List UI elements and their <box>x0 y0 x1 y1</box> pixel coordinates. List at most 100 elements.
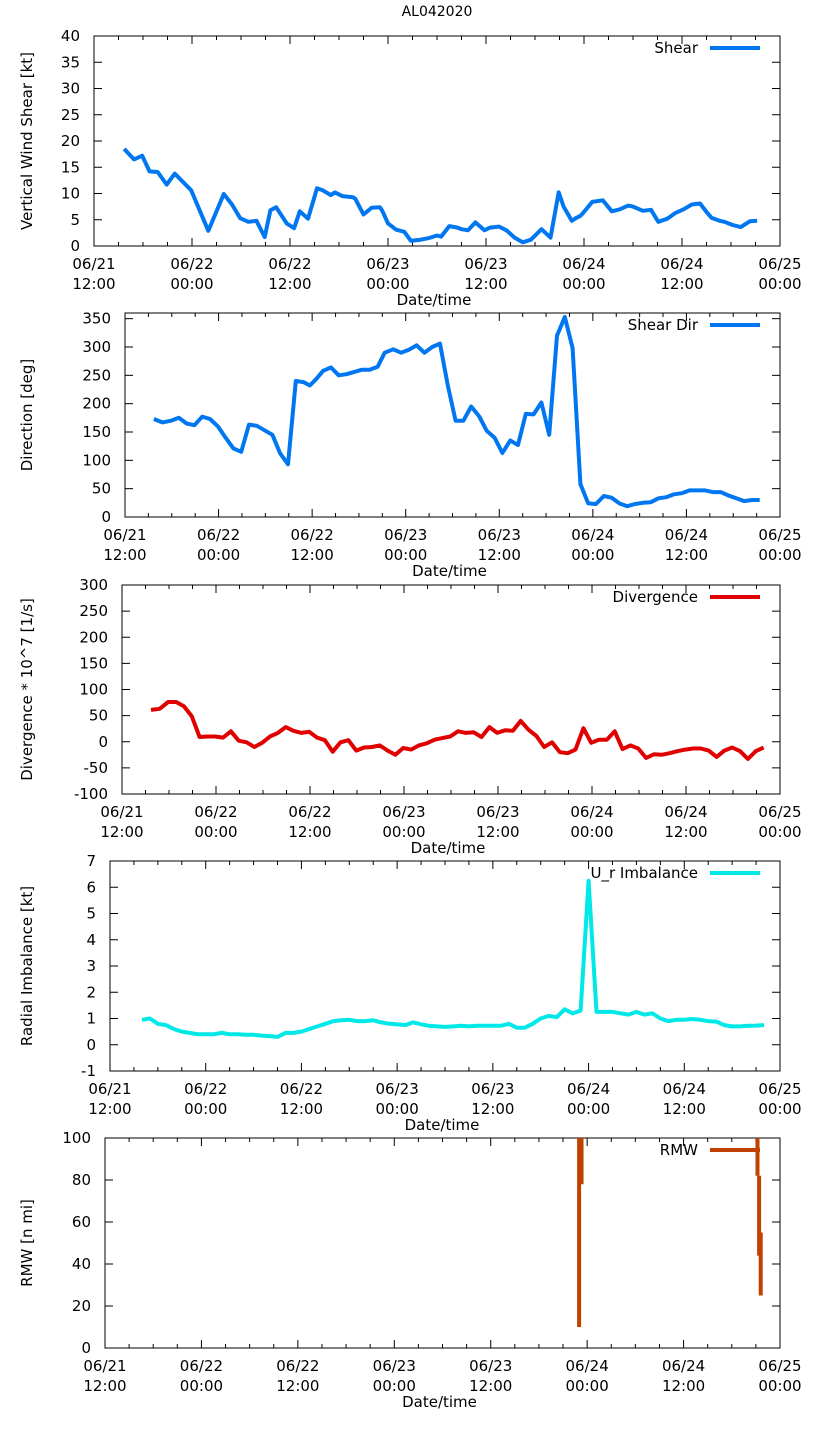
chart-panel-shear: 0 5 10 15 20 25 30 35 40 06/21 12:00 06/22 00:00 06/2… <box>18 27 802 309</box>
x-tick-label-time: 00:00 <box>758 1100 801 1118</box>
x-tick-label-date: 06/25 <box>758 526 801 544</box>
x-tick-label-time: 00:00 <box>758 1377 801 1395</box>
y-tick-label: 300 <box>79 576 108 594</box>
x-tick-label-date: 06/22 <box>197 526 240 544</box>
figure-title: AL042020 <box>402 4 473 20</box>
y-tick-label: 15 <box>61 158 80 176</box>
x-axis-label: Date/time <box>397 291 472 309</box>
x-tick-label-time: 12:00 <box>663 1100 706 1118</box>
x-tick-label-date: 06/24 <box>570 803 613 821</box>
y-tick-label: 50 <box>89 707 108 725</box>
x-tick-label-time: 00:00 <box>180 1377 223 1395</box>
x-tick-label-date: 06/24 <box>660 255 703 273</box>
x-tick-label-date: 06/23 <box>471 1080 514 1098</box>
y-tick-label: 7 <box>86 852 96 870</box>
x-tick-label-time: 00:00 <box>562 275 605 293</box>
x-tick-label-time: 00:00 <box>758 275 801 293</box>
x-tick-label-date: 06/25 <box>758 803 801 821</box>
x-tick-label-date: 06/24 <box>662 1357 705 1375</box>
x-tick-label-time: 00:00 <box>566 1377 609 1395</box>
x-tick-label-time: 12:00 <box>276 1377 319 1395</box>
y-tick-label: 300 <box>82 338 111 356</box>
y-tick-label: 100 <box>62 1129 91 1147</box>
x-tick-label-time: 12:00 <box>291 546 334 564</box>
series-line <box>141 878 765 1039</box>
x-tick-label-date: 06/22 <box>268 255 311 273</box>
x-tick-label-date: 06/23 <box>373 1357 416 1375</box>
x-tick-label-date: 06/21 <box>83 1357 126 1375</box>
y-tick-label: 4 <box>86 931 96 949</box>
x-tick-label-date: 06/24 <box>562 255 605 273</box>
x-tick-label-time: 12:00 <box>88 1100 131 1118</box>
plot-frame <box>109 860 781 1072</box>
x-tick-label-date: 06/25 <box>758 1357 801 1375</box>
y-axis-label: Divergence * 10^7 [1/s] <box>18 598 36 781</box>
x-tick-label-time: 12:00 <box>660 275 703 293</box>
x-tick-label-time: 00:00 <box>567 1100 610 1118</box>
y-tick-label: 150 <box>82 423 111 441</box>
y-tick-label: 3 <box>86 957 96 975</box>
x-tick-label-date: 06/22 <box>276 1357 319 1375</box>
x-tick-label-date: 06/23 <box>376 1080 419 1098</box>
y-tick-label: 40 <box>72 1255 91 1273</box>
x-tick-label-date: 06/24 <box>571 526 614 544</box>
x-tick-label-time: 00:00 <box>170 275 213 293</box>
y-tick-label: 200 <box>79 628 108 646</box>
x-tick-label-time: 00:00 <box>184 1100 227 1118</box>
x-tick-label-date: 06/23 <box>382 803 425 821</box>
y-tick-label: -50 <box>84 759 109 777</box>
plot-frame <box>121 584 781 795</box>
y-tick-label: 60 <box>72 1213 91 1231</box>
y-tick-label: 35 <box>61 53 80 71</box>
y-tick-label: 0 <box>86 1036 96 1054</box>
series-line <box>150 700 765 761</box>
y-tick-label: 50 <box>92 480 111 498</box>
legend-label: RMW <box>660 1141 698 1159</box>
x-tick-label-time: 12:00 <box>476 823 519 841</box>
x-tick-label-time: 12:00 <box>268 275 311 293</box>
x-tick-label-date: 06/23 <box>464 255 507 273</box>
x-tick-label-time: 12:00 <box>464 275 507 293</box>
y-tick-label: 350 <box>82 310 111 328</box>
y-tick-label: 25 <box>61 106 80 124</box>
chart-panel-radial-imbalance: -1 0 1 2 3 4 5 6 7 06/21 12:00 06/22 00:00 06/22 12:00… <box>18 852 802 1134</box>
x-tick-label-time: 00:00 <box>366 275 409 293</box>
y-tick-label: 0 <box>98 733 108 751</box>
y-tick-label: 20 <box>72 1297 91 1315</box>
x-tick-label-date: 06/23 <box>469 1357 512 1375</box>
y-axis-label: RMW [n mi] <box>18 1199 36 1287</box>
plot-frame <box>93 35 781 247</box>
x-tick-label-time: 00:00 <box>570 823 613 841</box>
x-tick-label-time: 12:00 <box>662 1377 705 1395</box>
y-tick-label: 0 <box>81 1339 91 1357</box>
x-tick-label-date: 06/22 <box>180 1357 223 1375</box>
x-tick-label-time: 12:00 <box>469 1377 512 1395</box>
x-tick-label-date: 06/22 <box>288 803 331 821</box>
x-tick-label-time: 00:00 <box>376 1100 419 1118</box>
chart-panel-rmw: 0 20 40 60 80 100 06/21 12:00 06/22 00:00 06/22 12:… <box>18 1129 802 1411</box>
y-tick-label: 80 <box>72 1171 91 1189</box>
series-line <box>122 147 758 245</box>
x-tick-label-time: 12:00 <box>288 823 331 841</box>
y-tick-label: -100 <box>74 785 108 803</box>
y-tick-label: 250 <box>82 366 111 384</box>
y-tick-label: 20 <box>61 132 80 150</box>
x-tick-label-date: 06/21 <box>72 255 115 273</box>
chart-panel-shear-dir: 0 50 100 150 200 250 300 350 06/21 12:00 06/22 00:0… <box>18 310 802 580</box>
y-tick-label: 30 <box>61 80 80 98</box>
x-axis-label: Date/time <box>412 562 487 580</box>
y-tick-label: 0 <box>70 237 80 255</box>
x-tick-label-date: 06/22 <box>184 1080 227 1098</box>
x-tick-label-date: 06/22 <box>291 526 334 544</box>
x-tick-label-time: 12:00 <box>280 1100 323 1118</box>
x-tick-label-date: 06/23 <box>476 803 519 821</box>
x-axis-label: Date/time <box>402 1393 477 1411</box>
legend-label: U_r Imbalance <box>590 864 698 883</box>
series-line <box>153 315 760 509</box>
x-tick-label-time: 00:00 <box>571 546 614 564</box>
x-tick-label-date: 06/23 <box>478 526 521 544</box>
x-tick-label-time: 00:00 <box>384 546 427 564</box>
x-tick-label-time: 12:00 <box>478 546 521 564</box>
x-tick-label-date: 06/24 <box>665 526 708 544</box>
y-tick-label: 250 <box>79 602 108 620</box>
